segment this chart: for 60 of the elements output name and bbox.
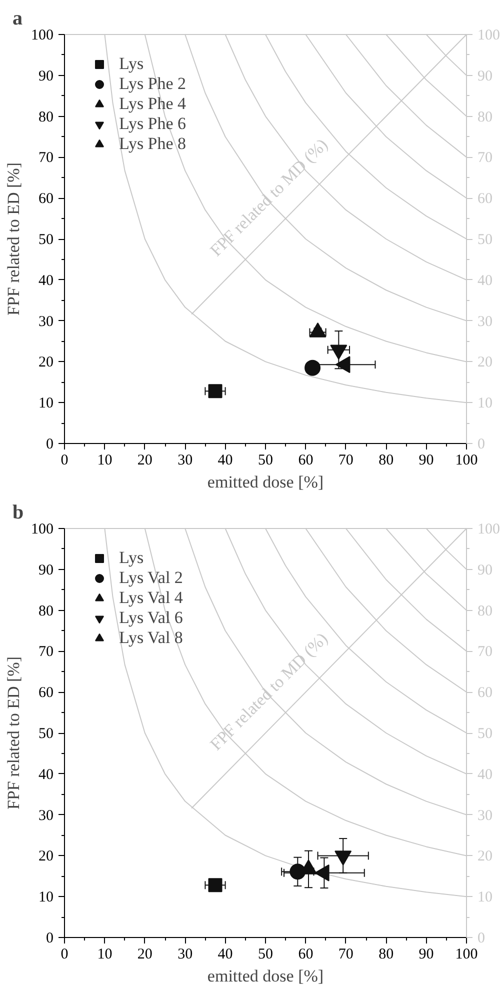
- x-tick-label: 30: [178, 946, 193, 962]
- y-tick-label: 10: [38, 890, 54, 906]
- legend-label: Lys: [119, 548, 144, 568]
- y-tick-label: 0: [46, 930, 54, 946]
- y-tick-label: 100: [31, 28, 54, 44]
- x-axis-title: emitted dose [%]: [207, 966, 324, 986]
- y-tick-label: 60: [38, 191, 54, 208]
- y-tick-label: 50: [38, 726, 54, 742]
- y-tick-label: 0: [46, 436, 54, 452]
- y-tick-label: 50: [38, 232, 54, 248]
- legend-label: Lys Phe 2: [119, 74, 186, 94]
- y-tick-label: 20: [38, 848, 54, 865]
- y-tick-label: 10: [38, 396, 54, 412]
- x-tick-label: 20: [137, 452, 152, 468]
- legend-label: Lys Val 2: [119, 568, 183, 588]
- x-tick-label: 60: [298, 452, 314, 468]
- y-tick-label: 30: [38, 808, 54, 824]
- x-tick-label: 70: [338, 946, 354, 962]
- y-axis-title: FPF related to ED [%]: [4, 656, 23, 810]
- x-tick-label: 70: [338, 452, 354, 468]
- x-tick-label: 20: [137, 946, 152, 962]
- y-tick-label: 20: [38, 354, 54, 371]
- x-tick-label: 80: [378, 452, 394, 468]
- y-tick-label: 70: [38, 644, 54, 660]
- x-tick-label: 60: [298, 946, 314, 962]
- y-tick-label: 40: [38, 766, 54, 783]
- chart-title: b: [12, 502, 24, 524]
- y-tick-label: 60: [38, 685, 54, 702]
- y-tick-label: 30: [38, 314, 54, 330]
- y-tick-label: 80: [38, 603, 54, 620]
- y-tick-label: 80: [38, 109, 54, 126]
- legend-label: Lys Val 6: [119, 608, 183, 628]
- x-tick-label: 10: [97, 452, 112, 468]
- x-tick-label: 50: [258, 946, 273, 962]
- x-tick-label: 40: [218, 452, 233, 468]
- x-tick-label: 0: [60, 452, 68, 468]
- x-tick-label: 90: [418, 452, 434, 468]
- x-tick-label: 0: [60, 946, 68, 962]
- legend-label: Lys Phe 6: [119, 114, 186, 134]
- x-tick-label: 100: [455, 452, 478, 468]
- x-tick-label: 10: [97, 946, 112, 962]
- y-tick-label: 70: [38, 150, 54, 166]
- y-tick-label: 40: [38, 272, 54, 289]
- y-tick-label: 90: [38, 562, 54, 578]
- legend-label: Lys Val 4: [119, 588, 183, 608]
- x-tick-label: 40: [218, 946, 233, 962]
- x-tick-label: 50: [258, 452, 273, 468]
- y-tick-label: 90: [38, 68, 54, 84]
- x-tick-label: 100: [455, 946, 478, 962]
- x-axis-title: emitted dose [%]: [207, 472, 324, 492]
- chart-title: a: [12, 8, 22, 30]
- y-axis-title: FPF related to ED [%]: [4, 162, 23, 316]
- legend-label: Lys Val 8: [119, 628, 183, 648]
- legend-label: Lys: [119, 54, 144, 74]
- legend-label: Lys Phe 4: [119, 94, 186, 114]
- x-tick-label: 90: [418, 946, 434, 962]
- x-tick-label: 80: [378, 946, 394, 962]
- legend-label: Lys Phe 8: [119, 134, 186, 154]
- x-tick-label: 30: [178, 452, 193, 468]
- y-tick-label: 100: [31, 522, 54, 538]
